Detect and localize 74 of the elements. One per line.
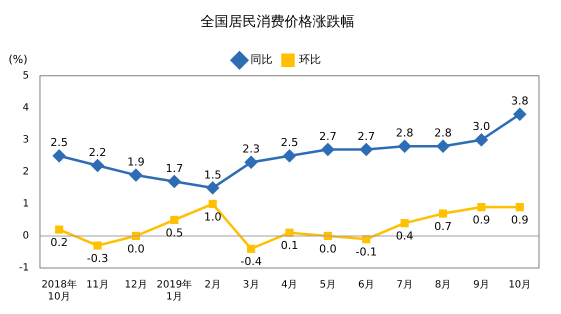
point — [477, 203, 486, 212]
x-tick-label: 2019年 1月 — [156, 278, 192, 303]
data-label: 2.5 — [280, 136, 298, 150]
point — [93, 242, 102, 250]
data-label: -0.1 — [356, 246, 377, 259]
point — [436, 140, 450, 153]
data-label: 2.2 — [88, 146, 106, 159]
point — [438, 209, 448, 218]
point — [322, 143, 334, 156]
x-tick-label: 11月 — [86, 280, 109, 291]
data-label: 0.5 — [166, 226, 184, 240]
point — [362, 235, 370, 244]
y-tick-label: -1 — [18, 262, 29, 274]
x-tick-label: 8月 — [434, 280, 452, 291]
data-label: 2.5 — [50, 136, 68, 150]
x-tick-label: 6月 — [358, 280, 374, 291]
x-tick-label: 7月 — [396, 280, 413, 291]
data-label: 1.5 — [204, 168, 222, 182]
data-label: 1.9 — [127, 155, 145, 168]
x-tick-label: 10月 — [508, 280, 532, 291]
x-tick-label: 4月 — [281, 280, 298, 291]
data-label: 0.1 — [280, 239, 298, 252]
data-label: -0.4 — [240, 255, 262, 268]
data-label: 1.7 — [166, 162, 184, 175]
point — [285, 228, 294, 237]
point — [130, 168, 142, 182]
x-tick-label: 5月 — [320, 280, 336, 291]
data-label: -0.3 — [86, 252, 108, 265]
point — [52, 150, 66, 162]
data-label: 0.7 — [434, 220, 452, 233]
point — [475, 134, 488, 146]
point — [283, 150, 296, 162]
x-tick-label: 2月 — [204, 280, 221, 291]
data-label: 0.9 — [511, 213, 529, 226]
y-tick-label: 5 — [22, 70, 29, 82]
point — [206, 182, 219, 194]
legend-label: 环比 — [299, 53, 321, 66]
point — [170, 216, 178, 224]
data-label: 2.7 — [319, 130, 337, 143]
data-label: 0.4 — [396, 230, 414, 243]
x-tick-label: 3月 — [242, 280, 260, 291]
y-axis-title: (%) — [8, 53, 28, 66]
point — [400, 219, 409, 228]
data-label: 0.9 — [472, 213, 490, 226]
point — [168, 175, 181, 188]
x-tick-label: 12月 — [124, 280, 148, 291]
data-label: 1.0 — [204, 210, 222, 224]
y-tick-label: 1 — [22, 198, 29, 210]
data-label: 0.2 — [50, 236, 68, 249]
x-tick-label: 2018年 10月 — [41, 278, 77, 303]
y-tick-label: 4 — [22, 102, 29, 114]
point — [514, 108, 526, 120]
point — [516, 203, 524, 212]
point — [244, 156, 258, 169]
point — [360, 143, 373, 156]
point — [208, 200, 217, 208]
y-tick-label: 2 — [22, 166, 29, 178]
chart-title: 全国居民消费价格涨跌幅 — [200, 14, 354, 30]
x-tick-label: 9月 — [473, 280, 490, 291]
point — [55, 225, 64, 234]
point — [91, 159, 104, 172]
point — [398, 140, 411, 153]
data-label: 2.8 — [396, 126, 414, 140]
legend-label: 同比 — [250, 53, 272, 66]
point — [247, 244, 256, 253]
data-label: 3.8 — [511, 94, 529, 108]
data-label: 0.0 — [127, 242, 145, 256]
data-label: 2.3 — [242, 142, 260, 156]
data-label: 0.0 — [319, 242, 337, 256]
data-label: 3.0 — [472, 120, 490, 134]
data-label: 2.8 — [434, 126, 452, 140]
y-tick-label: 3 — [22, 134, 29, 146]
data-label: 2.7 — [358, 130, 376, 143]
y-tick-label: 0 — [22, 230, 29, 242]
